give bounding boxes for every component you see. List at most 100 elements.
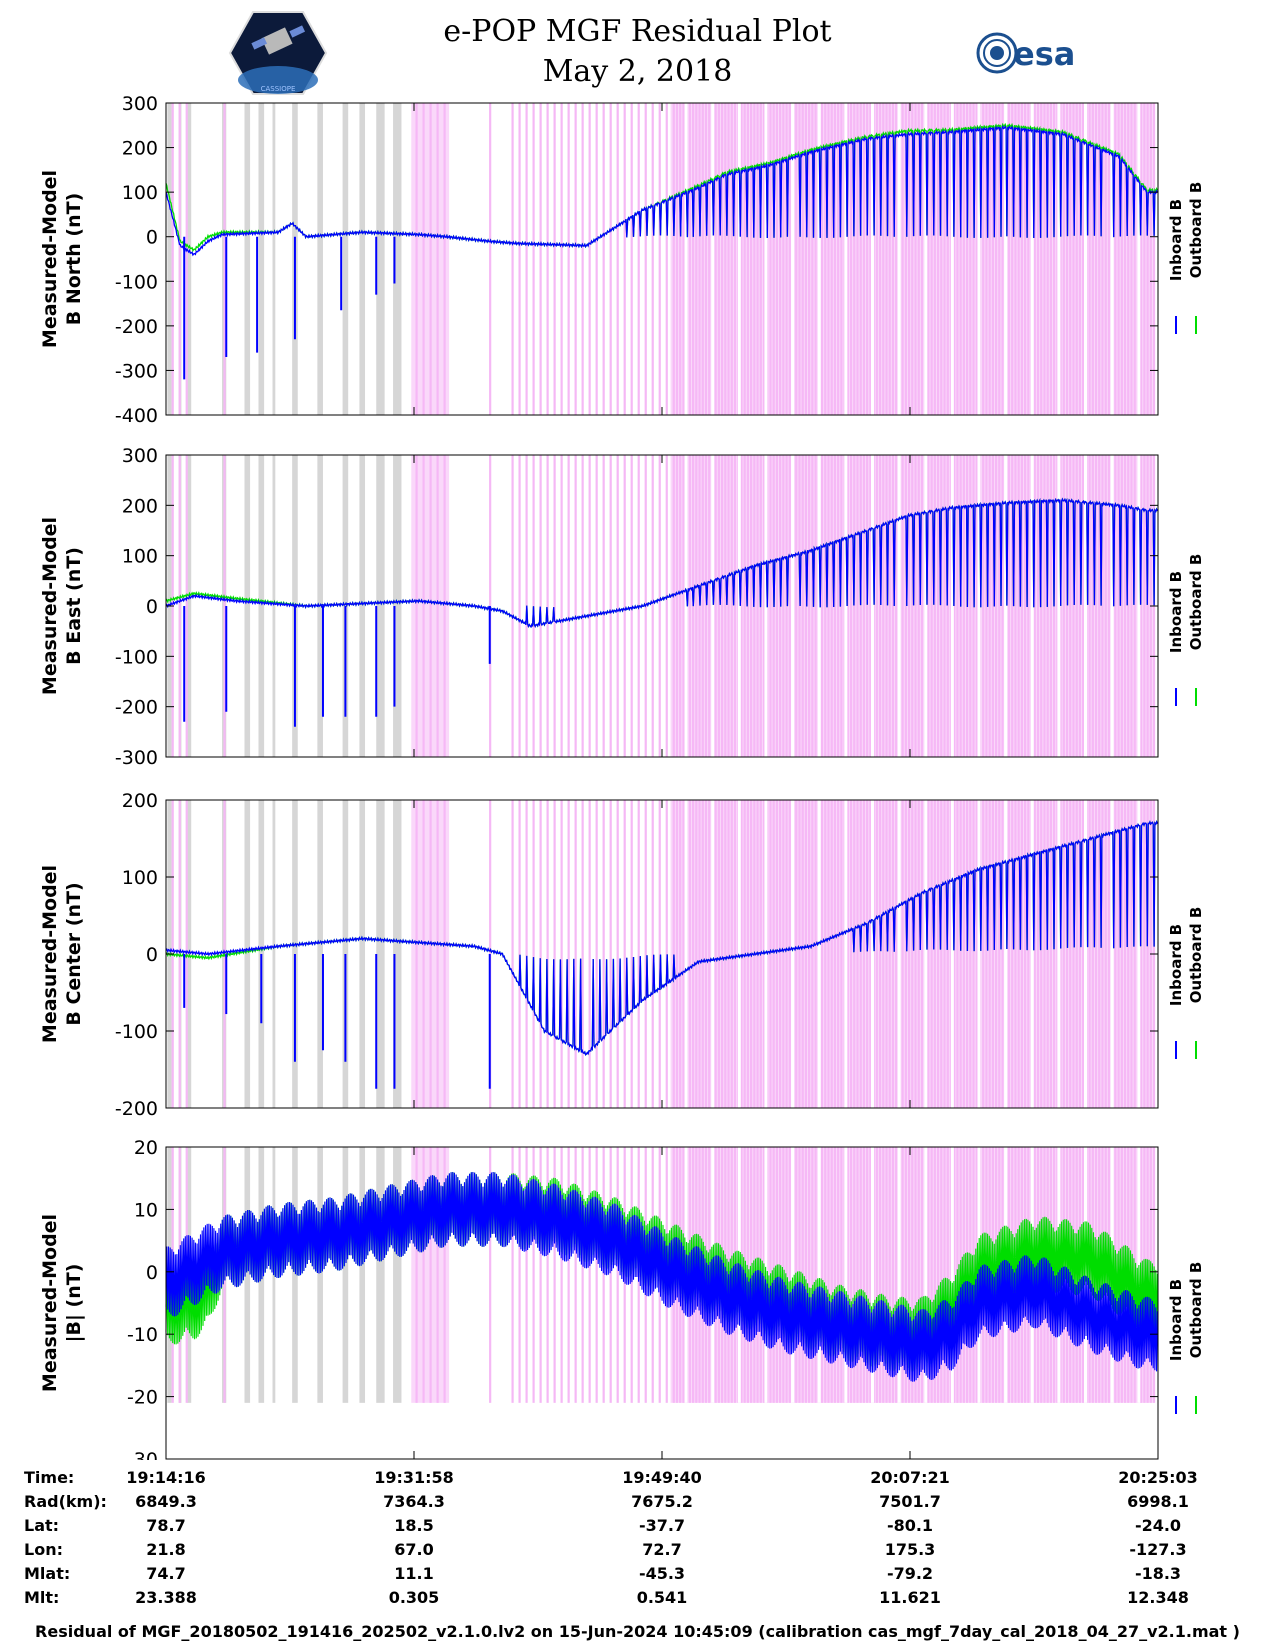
y-tick-label: 100: [122, 546, 158, 568]
y-tick-label: -200: [115, 1098, 158, 1120]
ephemeris-value: 7675.2: [631, 1492, 693, 1511]
y-tick-label: -400: [115, 405, 158, 427]
ephemeris-value: 19:14:16: [126, 1468, 206, 1487]
pink-band: [553, 1147, 556, 1403]
pink-band: [665, 455, 668, 757]
band-gap: [844, 103, 848, 415]
band-gap: [870, 103, 874, 415]
gray-band: [317, 103, 323, 415]
band-gap: [1057, 455, 1061, 757]
pink-band: [489, 103, 492, 415]
pink-band: [581, 1147, 584, 1403]
ephemeris-value: 78.7: [146, 1516, 186, 1535]
band-gap: [977, 455, 981, 757]
y-axis-label: B Center (nT): [63, 882, 85, 1025]
ephemeris-value: 19:49:40: [622, 1468, 702, 1487]
y-tick-label: -10: [127, 1324, 158, 1346]
band-gap: [737, 103, 741, 415]
ephemeris-value: 12.348: [1127, 1588, 1189, 1607]
pink-band: [602, 103, 605, 415]
pink-region: [411, 455, 450, 757]
pink-band: [595, 455, 598, 757]
y-tick-label: 0: [146, 227, 158, 249]
gray-band: [376, 103, 385, 415]
pink-band: [567, 800, 570, 1108]
y-axis-label: Measured-Model: [39, 1214, 61, 1392]
y-axis-label: |B| (nT): [63, 1264, 85, 1343]
y-tick-label: -100: [115, 271, 158, 293]
band-gap: [950, 103, 954, 415]
legend-inboard-label: Inboard B: [1167, 199, 1185, 281]
pink-band: [553, 103, 556, 415]
y-axis-label: B East (nT): [63, 547, 85, 665]
band-gap: [764, 455, 768, 757]
y-axis-label: Measured-Model: [39, 865, 61, 1043]
gray-band: [342, 1147, 349, 1403]
y-tick-label: 10: [134, 1199, 158, 1221]
band-gap: [684, 455, 688, 757]
band-gap: [924, 800, 928, 1108]
pink-band: [595, 103, 598, 415]
ephemeris-row-label: Lat:: [24, 1516, 60, 1535]
band-gap: [844, 800, 848, 1108]
legend-outboard-label: Outboard B: [1187, 907, 1205, 1004]
y-tick-label: 0: [146, 596, 158, 618]
band-gap: [950, 455, 954, 757]
band-gap: [1057, 800, 1061, 1108]
pink-band: [651, 800, 654, 1108]
pink-band: [546, 800, 549, 1108]
pink-band: [637, 103, 640, 415]
pink-band: [171, 103, 174, 415]
y-tick-label: -20: [127, 1387, 158, 1409]
y-tick-label: 0: [146, 1262, 158, 1284]
y-tick-label: 200: [122, 790, 158, 812]
band-gap: [1137, 103, 1141, 415]
band-gap: [1004, 455, 1008, 757]
legend-inboard-label: Inboard B: [1167, 571, 1185, 653]
y-tick-label: -30: [127, 1449, 158, 1460]
ephemeris-value: 0.305: [388, 1588, 440, 1607]
band-gap: [791, 455, 795, 757]
pink-band: [602, 455, 605, 757]
band-gap: [977, 103, 981, 415]
pink-band: [518, 103, 521, 415]
series-inboard: [165, 124, 1158, 257]
band-gap: [924, 455, 928, 757]
band-gap: [1110, 800, 1114, 1108]
band-gap: [870, 455, 874, 757]
gray-band: [376, 455, 385, 757]
gray-band: [244, 1147, 251, 1403]
y-tick-label: -100: [115, 1021, 158, 1043]
ephemeris-value: 21.8: [146, 1540, 186, 1559]
band-gap: [817, 103, 821, 415]
ephemeris-row-label: Rad(km):: [24, 1492, 107, 1511]
pink-band: [574, 800, 577, 1108]
pink-band: [616, 103, 619, 415]
band-gap: [897, 455, 901, 757]
ephemeris-row-label: Mlat:: [24, 1564, 71, 1583]
pink-band: [567, 455, 570, 757]
pink-band: [609, 800, 612, 1108]
pink-band: [532, 103, 535, 415]
band-gap: [844, 1147, 848, 1403]
ephemeris-value: -45.3: [638, 1564, 686, 1583]
band-gap: [764, 103, 768, 415]
y-axis-label: B North (nT): [63, 193, 85, 326]
gray-band: [359, 1147, 366, 1403]
y-tick-label: -200: [115, 316, 158, 338]
band-gap: [791, 800, 795, 1108]
pink-band: [588, 800, 591, 1108]
footer-caption: Residual of MGF_20180502_191416_202502_v…: [35, 1622, 1240, 1641]
ephemeris-row-label: Mlt:: [24, 1588, 60, 1607]
y-tick-label: 0: [146, 944, 158, 966]
pink-band: [665, 800, 668, 1108]
ephemeris-value: 0.541: [636, 1588, 688, 1607]
pink-band: [588, 103, 591, 415]
band-gap: [870, 800, 874, 1108]
ephemeris-value: 74.7: [146, 1564, 186, 1583]
ephemeris-value: 23.388: [135, 1588, 197, 1607]
ephemeris-table: Time: Rad(km): Lat: Lon: Mlat: Mlt: 19:14:16 68…: [0, 1468, 1275, 1608]
pink-band: [532, 455, 535, 757]
pink-band: [637, 800, 640, 1108]
esa-logo: esa: [976, 32, 1075, 74]
